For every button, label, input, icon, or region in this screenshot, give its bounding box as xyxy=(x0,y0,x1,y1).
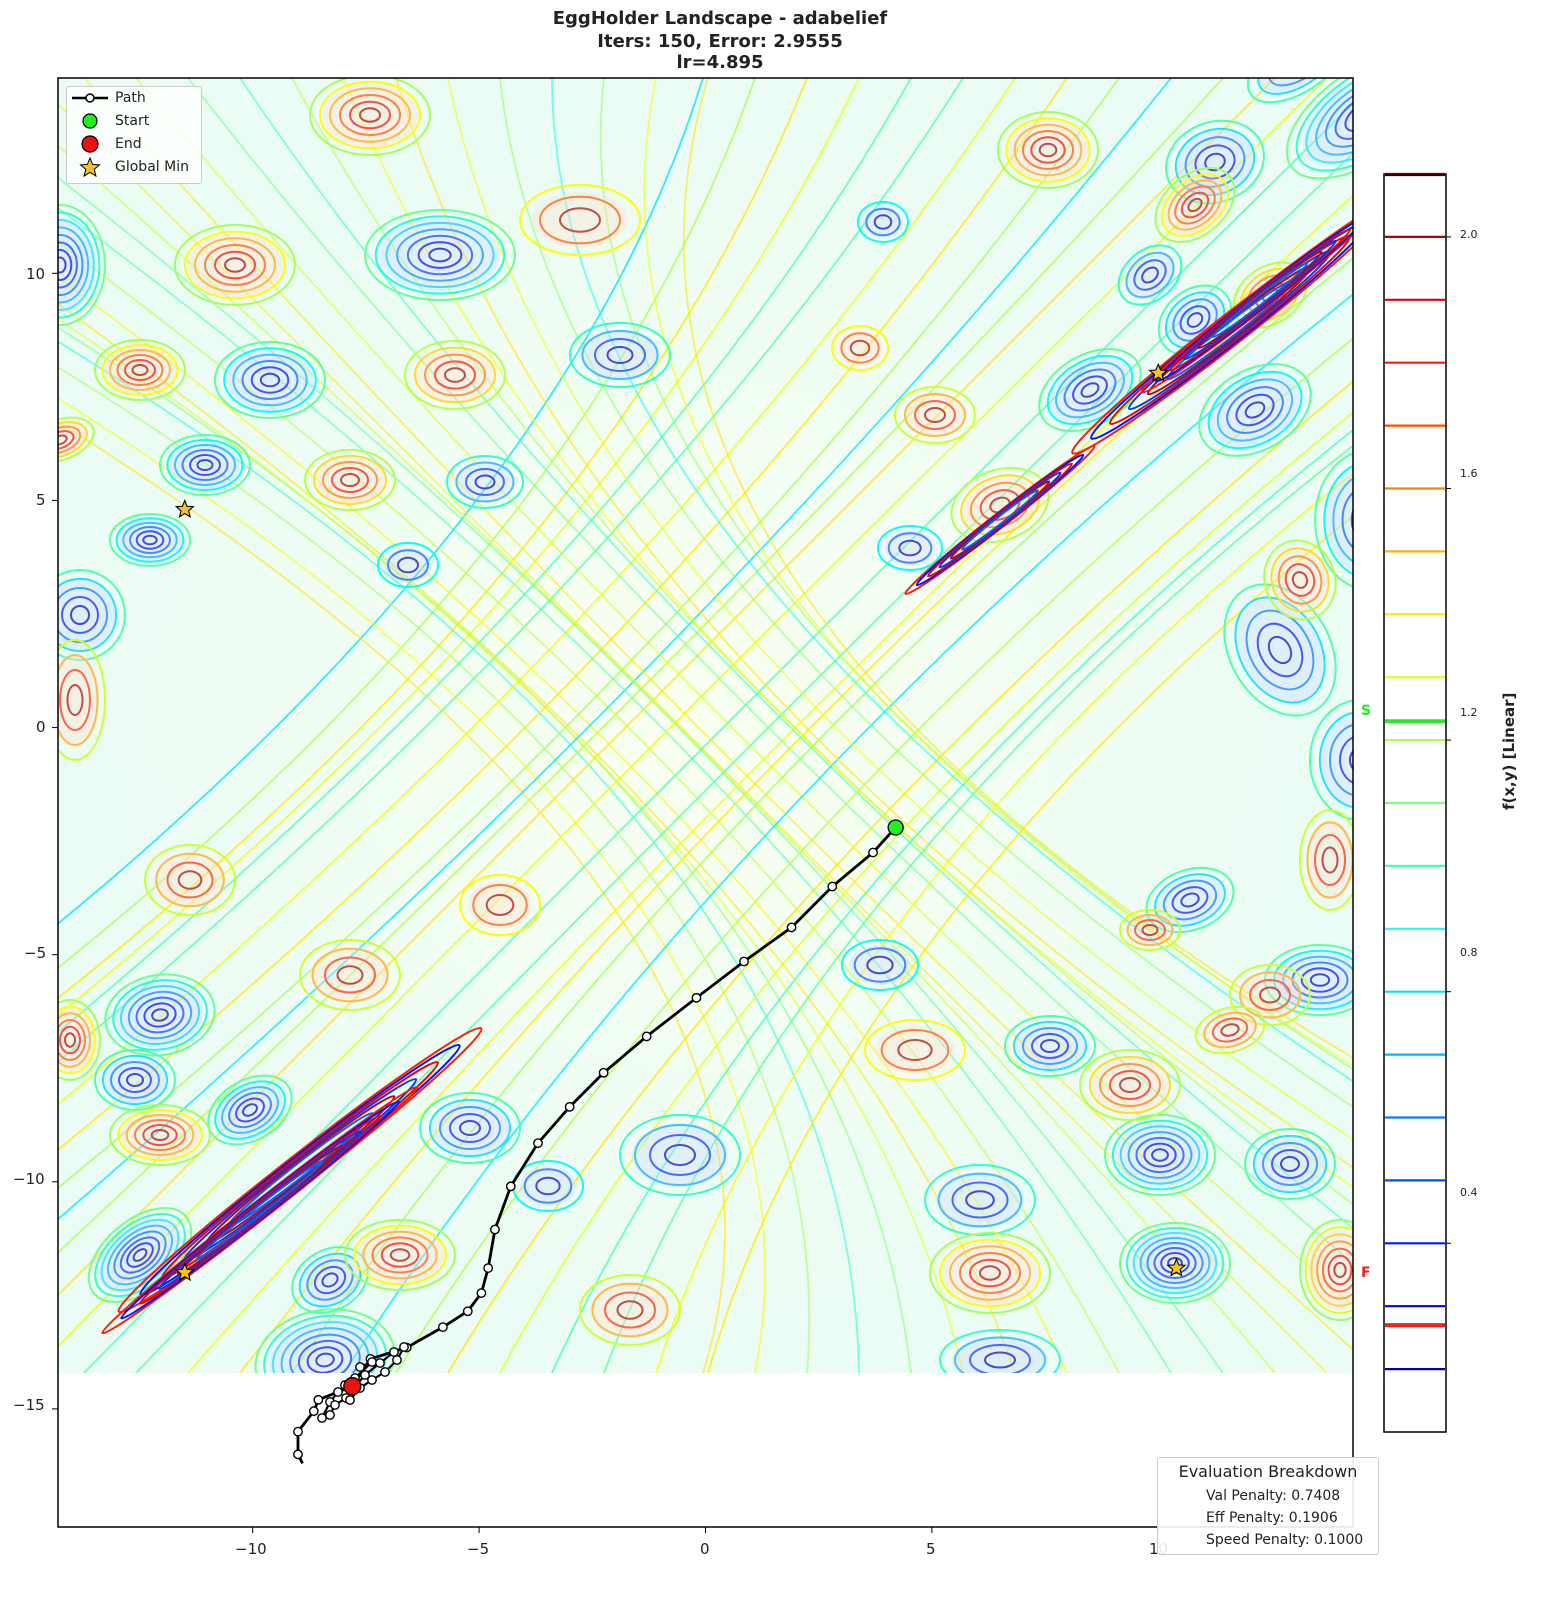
end-marker xyxy=(343,1377,362,1396)
red-circle-icon xyxy=(81,135,99,153)
y-tick-6: −15 xyxy=(13,1396,45,1414)
colorbar-tick-1.6: 1.6 xyxy=(1460,467,1478,480)
global-min-star xyxy=(174,499,195,518)
x-tick-3: 0 xyxy=(700,1540,710,1558)
optimizer-path xyxy=(174,362,1187,1465)
path-point xyxy=(325,1410,335,1420)
path-point xyxy=(641,1031,652,1042)
path-point xyxy=(786,922,797,933)
x-tick-1: −10 xyxy=(235,1540,267,1558)
colorbar-start-marker: S xyxy=(1361,703,1372,719)
path-point xyxy=(476,1288,487,1298)
path-point xyxy=(355,1362,365,1372)
speed-penalty: Speed Penalty: 0.1000 xyxy=(1206,1532,1364,1548)
path-point xyxy=(691,992,702,1003)
y-tick-4: −5 xyxy=(24,944,47,962)
colorbar-tick-2.0: 2.0 xyxy=(1460,228,1478,241)
path-line-icon xyxy=(72,93,108,103)
colorbar-final-marker: F xyxy=(1361,1265,1371,1281)
path-point xyxy=(308,1406,319,1417)
path-point xyxy=(483,1263,494,1273)
path-point xyxy=(367,1357,377,1367)
path-point xyxy=(490,1224,500,1235)
global-min-star xyxy=(1148,362,1169,382)
x-tick-4: 5 xyxy=(926,1540,936,1558)
start-marker xyxy=(887,819,904,836)
eff-penalty: Eff Penalty: 0.1906 xyxy=(1206,1510,1338,1526)
star-icon xyxy=(79,156,101,178)
path-point xyxy=(392,1355,402,1365)
green-circle-icon xyxy=(82,113,98,129)
x-tick-2: −5 xyxy=(467,1540,490,1558)
path-point xyxy=(389,1347,399,1357)
colorbar-tick-0.4: 0.4 xyxy=(1460,1186,1478,1199)
path-point xyxy=(330,1400,340,1410)
colorbar-label: f(x,y) [Linear] xyxy=(1500,692,1518,810)
evaluation-breakdown-box: Evaluation Breakdown Val Penalty: 0.7408… xyxy=(1157,1457,1379,1555)
colorbar-levels xyxy=(1385,172,1451,1371)
path-point xyxy=(333,1387,343,1397)
path-point xyxy=(739,956,749,967)
y-tick-2: 5 xyxy=(36,491,46,509)
path-point xyxy=(462,1306,473,1317)
path-point xyxy=(293,1449,303,1460)
path-point xyxy=(868,847,878,858)
evaluation-title: Evaluation Breakdown xyxy=(1178,1462,1358,1481)
path-point xyxy=(293,1426,303,1437)
path-point xyxy=(399,1342,409,1352)
path-point xyxy=(313,1394,324,1405)
chart-title-line3: lr=4.895 xyxy=(676,52,764,73)
path-point xyxy=(367,1375,377,1385)
val-penalty: Val Penalty: 0.7408 xyxy=(1206,1488,1341,1504)
contour-lines xyxy=(58,78,1353,1373)
path-point xyxy=(345,1395,355,1405)
y-tick-3: 0 xyxy=(36,718,46,736)
colorbar-tick-1.2: 1.2 xyxy=(1460,706,1478,719)
path-point xyxy=(375,1358,385,1368)
y-tick-5: −10 xyxy=(13,1170,45,1188)
path-point xyxy=(317,1413,327,1423)
path-point xyxy=(437,1322,448,1333)
path-point xyxy=(598,1067,609,1078)
path-point xyxy=(505,1181,516,1192)
chart-title-line1: EggHolder Landscape - adabelief xyxy=(552,8,888,29)
path-point xyxy=(533,1138,543,1149)
chart-title-line2: Iters: 150, Error: 2.9555 xyxy=(597,31,843,52)
global-min-star xyxy=(174,1262,195,1282)
path-point xyxy=(380,1367,390,1377)
global-min-star xyxy=(1166,1257,1187,1277)
path-point xyxy=(564,1101,575,1112)
colorbar-tick-0.8: 0.8 xyxy=(1460,946,1478,959)
legend: Path Start End Global Min xyxy=(66,86,202,184)
y-tick-1: 10 xyxy=(26,265,46,283)
path-point xyxy=(827,881,838,892)
path-point xyxy=(360,1370,370,1380)
